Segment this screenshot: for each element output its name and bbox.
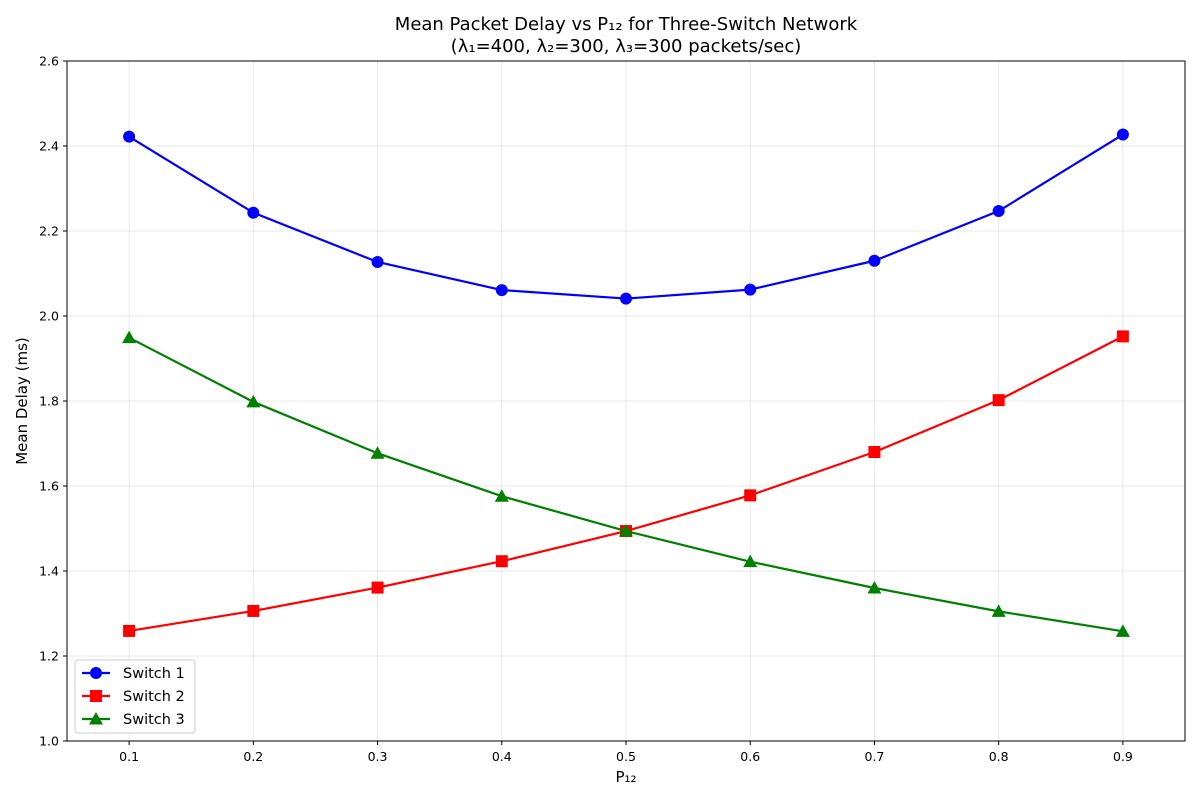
data-point xyxy=(370,446,385,459)
data-point xyxy=(744,283,757,296)
data-point xyxy=(619,524,633,537)
data-point xyxy=(867,581,882,594)
data-point xyxy=(495,284,508,297)
data-point xyxy=(992,394,1005,407)
data-point xyxy=(494,489,509,502)
data-point xyxy=(868,254,881,267)
data-point xyxy=(1115,624,1130,637)
chart-subtitle: (λ₁=400, λ₂=300, λ₃=300 packets/sec) xyxy=(451,36,802,57)
series-3 xyxy=(122,330,1130,637)
x-axis-label: P₁₂ xyxy=(615,768,636,786)
y-tick-label: 1.0 xyxy=(39,734,59,749)
data-point xyxy=(371,581,384,594)
x-axis: 0.1 0.2 0.3 0.4 0.5 0.6 0.7 0.8 0.9 xyxy=(119,741,1133,764)
series-layer xyxy=(122,128,1130,637)
legend-label: Switch 3 xyxy=(123,712,185,728)
x-tick-label: 0.6 xyxy=(740,749,760,764)
y-tick-label: 1.2 xyxy=(39,649,59,664)
x-tick-label: 0.1 xyxy=(119,749,139,764)
data-point xyxy=(371,256,384,269)
x-tick-label: 0.8 xyxy=(989,749,1009,764)
y-tick-label: 1.8 xyxy=(39,394,59,409)
legend-label: Switch 1 xyxy=(123,666,185,682)
legend-marker xyxy=(90,667,102,679)
y-axis: 1.0 1.2 1.4 1.6 1.8 2.0 2.2 2.4 2.6 xyxy=(39,54,67,749)
chart-title: Mean Packet Delay vs P₁₂ for Three-Switc… xyxy=(395,14,858,35)
data-point xyxy=(247,604,260,617)
data-point xyxy=(1116,330,1129,343)
y-tick-label: 1.6 xyxy=(39,479,59,494)
y-tick-label: 2.0 xyxy=(39,309,59,324)
data-point xyxy=(743,554,758,568)
x-tick-label: 0.4 xyxy=(492,749,512,764)
legend-item: Switch 1 xyxy=(82,666,185,682)
grid xyxy=(67,60,1185,742)
data-point xyxy=(620,292,632,305)
x-tick-label: 0.2 xyxy=(243,749,263,764)
series-1 xyxy=(123,128,1129,305)
data-point xyxy=(992,205,1005,218)
y-axis-label: Mean Delay (ms) xyxy=(13,337,31,465)
data-point xyxy=(246,394,261,408)
legend-marker xyxy=(90,690,102,702)
y-tick-label: 1.4 xyxy=(39,564,59,579)
x-tick-label: 0.7 xyxy=(864,749,884,764)
x-tick-label: 0.9 xyxy=(1113,749,1133,764)
data-point xyxy=(247,206,260,219)
x-tick-label: 0.3 xyxy=(368,749,388,764)
data-point xyxy=(123,130,136,143)
legend-box xyxy=(74,659,196,734)
data-point xyxy=(123,624,136,637)
y-tick-label: 2.4 xyxy=(39,139,59,154)
legend-marker xyxy=(89,712,103,725)
legend: Switch 1 Switch 2 Switch 3 xyxy=(74,659,196,734)
data-point xyxy=(122,330,137,344)
legend-label: Switch 2 xyxy=(123,689,185,705)
legend-item: Switch 3 xyxy=(82,712,185,728)
data-point xyxy=(495,555,508,568)
data-point xyxy=(744,489,757,502)
data-point xyxy=(868,446,881,458)
legend-item: Switch 2 xyxy=(82,689,185,705)
y-tick-label: 2.6 xyxy=(39,54,59,69)
data-point xyxy=(1116,128,1129,141)
y-tick-label: 2.2 xyxy=(39,224,59,239)
x-tick-label: 0.5 xyxy=(616,749,636,764)
data-point xyxy=(991,604,1006,617)
